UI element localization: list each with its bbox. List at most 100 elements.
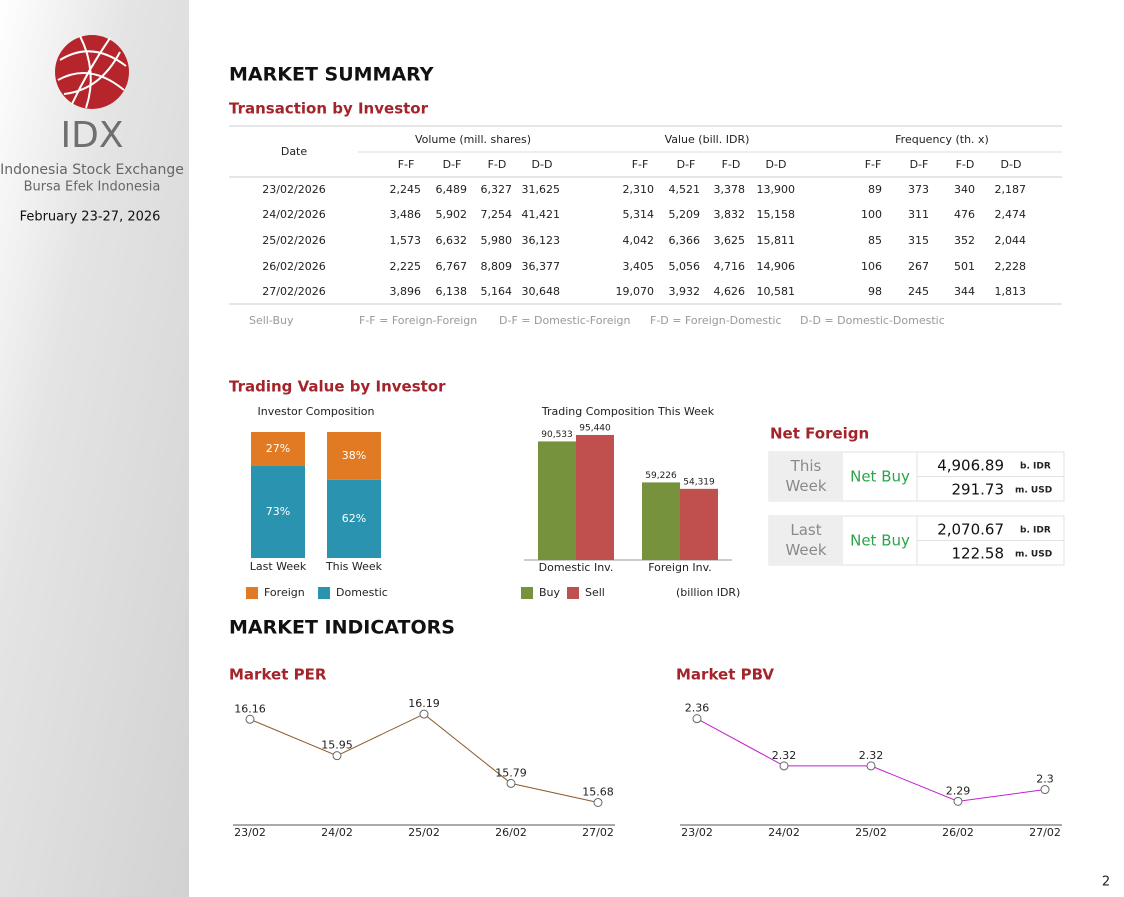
legend-label: Sell <box>585 586 605 599</box>
table-cell: 23/02/2026 <box>262 183 325 196</box>
table-cell: 5,902 <box>436 208 468 221</box>
x-tick-label: 25/02 <box>855 826 887 839</box>
table-note: F-F = Foreign-Foreign <box>359 314 477 327</box>
table-cell: 3,832 <box>714 208 746 221</box>
table-group-header: Volume (mill. shares) <box>415 133 531 146</box>
table-column-header: F-F <box>632 158 649 171</box>
table-cell: 100 <box>861 208 882 221</box>
point <box>692 714 702 724</box>
point <box>953 796 963 806</box>
bar <box>576 434 614 560</box>
table-cell: 2,225 <box>390 260 422 273</box>
chart-note: (billion IDR) <box>676 586 740 599</box>
table-column-header: D-F <box>443 158 462 171</box>
legend-label: Domestic <box>336 586 388 599</box>
legend-label: Foreign <box>264 586 305 599</box>
table-cell: 3,932 <box>669 285 701 298</box>
table-column-header: F-D <box>956 158 975 171</box>
table-cell: 6,489 <box>436 183 468 196</box>
table-cell: 13,900 <box>757 183 796 196</box>
x-tick-label: Last Week <box>250 560 307 573</box>
net-foreign-period: This Week <box>785 457 827 495</box>
table-cell: 5,980 <box>481 234 513 247</box>
table-cell: 85 <box>868 234 882 247</box>
table-group-header: Frequency (th. x) <box>895 133 989 146</box>
table-cell: 2,187 <box>995 183 1027 196</box>
net-foreign-period: This Week <box>785 457 827 495</box>
chart-title: Market PER <box>229 666 327 684</box>
line <box>249 713 599 803</box>
table-cell: 3,378 <box>714 183 746 196</box>
x-tick-label: 23/02 <box>681 826 713 839</box>
table-cell: 7,254 <box>481 208 513 221</box>
point <box>332 751 342 761</box>
bar <box>538 441 576 560</box>
net-foreign-idr-unit: b. IDR <box>1020 526 1051 536</box>
table-column-header: D-D <box>532 158 553 171</box>
x-tick-label: 25/02 <box>408 826 440 839</box>
table-cell: 30,648 <box>522 285 561 298</box>
table-note: D-D = Domestic-Domestic <box>800 314 945 327</box>
value-label: 15.68 <box>582 785 614 798</box>
table-cell: 1,573 <box>390 234 422 247</box>
table-cell: 340 <box>954 183 975 196</box>
value-label: 27% <box>266 442 290 455</box>
table-cell: 267 <box>908 260 929 273</box>
section-title: MARKET SUMMARY <box>229 64 434 86</box>
table-cell: 36,123 <box>522 234 561 247</box>
value-label: 2.36 <box>685 702 710 715</box>
value-label: 54,319 <box>683 477 715 487</box>
net-foreign-period: Last Week <box>785 521 826 559</box>
table-cell: 4,042 <box>623 234 655 247</box>
value-label: 73% <box>266 505 290 518</box>
table-column-header: D-D <box>1001 158 1022 171</box>
net-foreign-usd-unit: m. USD <box>1015 486 1052 496</box>
value-label: 2.32 <box>772 749 797 762</box>
chart-title: Investor Composition <box>258 405 375 418</box>
value-label: 2.32 <box>859 749 884 762</box>
section-subtitle: Net Foreign <box>770 425 869 443</box>
point <box>245 714 255 724</box>
table-cell: 14,906 <box>757 260 796 273</box>
table-cell: 3,405 <box>623 260 655 273</box>
table-header: Date <box>281 145 308 158</box>
value-label: 16.16 <box>234 702 266 715</box>
value-label: 16.19 <box>408 697 440 710</box>
table-cell: 501 <box>954 260 975 273</box>
table-cell: 5,164 <box>481 285 513 298</box>
table-cell: 6,632 <box>436 234 468 247</box>
net-foreign-idr-unit: b. IDR <box>1020 462 1051 472</box>
net-foreign-usd: 291.73 <box>952 481 1005 499</box>
section-subtitle: Transaction by Investor <box>229 100 429 118</box>
table-cell: 2,310 <box>623 183 655 196</box>
table-cell: 344 <box>954 285 975 298</box>
table-cell: 245 <box>908 285 929 298</box>
table-cell: 8,809 <box>481 260 513 273</box>
net-foreign-idr: 2,070.67 <box>937 521 1004 539</box>
value-label: 90,533 <box>541 430 573 440</box>
table-cell: 476 <box>954 208 975 221</box>
table-group-header: Value (bill. IDR) <box>665 133 750 146</box>
brand-line: Bursa Efek Indonesia <box>24 180 161 195</box>
table-cell: 4,521 <box>669 183 701 196</box>
table-column-header: F-D <box>722 158 741 171</box>
table-column-header: D-F <box>677 158 696 171</box>
table-cell: 3,625 <box>714 234 746 247</box>
value-label: 95,440 <box>579 423 611 433</box>
value-label: 59,226 <box>645 471 677 481</box>
bar-segment <box>251 466 305 558</box>
value-label: 62% <box>342 512 366 525</box>
table-column-header: D-D <box>766 158 787 171</box>
point <box>593 797 603 807</box>
table-cell: 25/02/2026 <box>262 234 325 247</box>
x-tick-label: 27/02 <box>1029 826 1061 839</box>
table-cell: 2,228 <box>995 260 1027 273</box>
table-cell: 36,377 <box>522 260 561 273</box>
table-cell: 373 <box>908 183 929 196</box>
x-tick-label: Domestic Inv. <box>539 561 614 574</box>
section-subtitle: Trading Value by Investor <box>229 378 446 396</box>
x-tick-label: 26/02 <box>495 826 527 839</box>
table-cell: 311 <box>908 208 929 221</box>
point <box>779 761 789 771</box>
